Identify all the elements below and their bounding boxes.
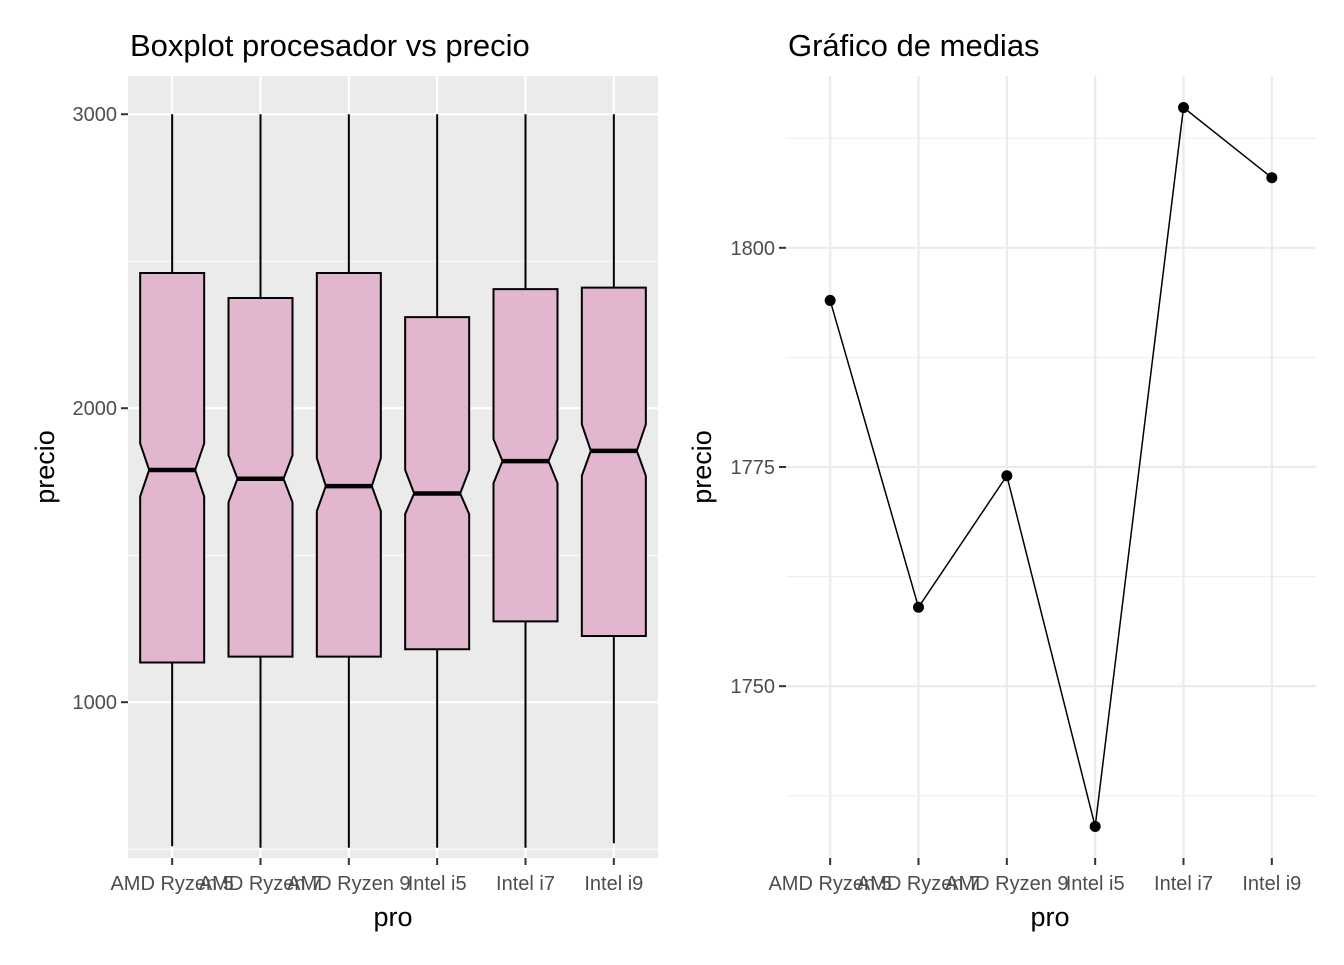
mean-point-amd-ryzen-5 [824,294,836,306]
means-x-tick-label: AMD Ryzen 7 [857,873,980,895]
means-x-tick-label: Intel i5 [1066,873,1125,895]
boxplot-y-tick-label: 2000 [73,398,118,420]
means-x-tick-label: Intel i9 [1242,873,1301,895]
means-x-tick-label: AMD Ryzen 5 [768,873,891,895]
box-amd-ryzen-5 [139,114,206,847]
mean-point-intel-i9 [1266,172,1278,184]
box-intel-i5 [404,114,471,848]
box-body [404,316,471,651]
means-y-tick-label: 1750 [731,676,776,698]
means-line [829,106,1273,827]
boxplot-y-tick-label: 3000 [73,104,118,126]
boxplot-x-tick-label: Intel i7 [496,873,555,895]
boxplot-boxes [139,114,647,848]
box-intel-i7 [492,114,559,848]
means-x-tick-label: AMD Ryzen 9 [945,873,1068,895]
boxplot-y-axis-title: precio [30,430,60,504]
boxplot-x-tick-label: AMD Ryzen 7 [199,873,322,895]
boxplot-title: Boxplot procesador vs precio [130,28,530,63]
means-x-axis-title: pro [1030,902,1069,932]
mean-point-amd-ryzen-9 [1001,470,1013,482]
mean-point-intel-i7 [1178,102,1189,114]
box-body [580,286,647,638]
mean-point-intel-i5 [1089,820,1101,832]
boxplot-chart: Boxplot procesador vs precio 1000 2000 300… [30,28,658,932]
means-grid [786,76,1316,858]
means-chart: Gráfico de medias 1750 1775 1800 AMD Ryzen… [687,28,1316,932]
boxplot-panel-background [128,76,658,858]
boxplot-x-tick-label: AMD Ryzen 5 [110,873,233,895]
means-y-axis: 1750 1775 1800 [731,238,786,698]
box-amd-ryzen-7 [227,114,294,848]
means-x-tick-label: Intel i7 [1154,873,1213,895]
box-intel-i9 [580,114,647,844]
boxplot-x-tick-label: Intel i5 [408,873,467,895]
means-y-tick-label: 1775 [731,457,776,479]
means-y-axis-title: precio [687,430,717,504]
means-title: Gráfico de medias [788,28,1040,63]
means-y-tick-label: 1800 [731,238,776,260]
means-series-line [829,106,1273,827]
box-body [492,288,559,623]
boxplot-x-tick-label: Intel i9 [584,873,643,895]
boxplot-x-tick-label: AMD Ryzen 9 [287,873,410,895]
box-body [315,271,382,658]
boxplot-x-axis-title: pro [373,902,412,932]
boxplot-y-tick-label: 1000 [73,692,118,714]
mean-point-amd-ryzen-7 [913,601,924,613]
boxplot-y-axis: 1000 2000 3000 [73,104,128,714]
box-amd-ryzen-9 [315,114,382,848]
means-points [824,102,1278,832]
